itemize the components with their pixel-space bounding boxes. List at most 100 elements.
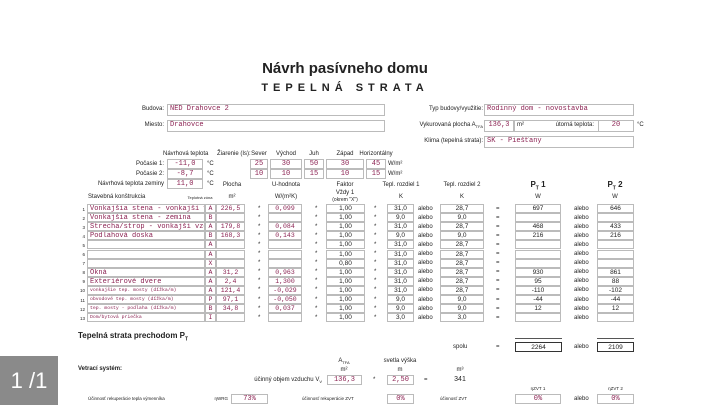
zone-field[interactable]: B	[205, 213, 216, 223]
u-value-field[interactable]	[268, 249, 302, 259]
factor-field[interactable]: 1,00	[326, 222, 365, 232]
area-field[interactable]: 179,8	[216, 222, 245, 232]
zvt2-field[interactable]: 0%	[597, 394, 634, 404]
factor-field[interactable]: 1,00	[326, 231, 365, 241]
zvt1-field[interactable]: 0%	[515, 394, 561, 404]
construction-name[interactable]: tep. mosty - podlaha (dĺžka/m)	[87, 304, 205, 314]
rad2-field[interactable]: 10	[326, 169, 364, 179]
times: *	[258, 269, 261, 276]
factor-field[interactable]: 1,00	[326, 267, 365, 277]
rad2-field[interactable]: 10	[270, 169, 302, 179]
construction-name[interactable]: Dom/bytová priečka	[87, 313, 205, 323]
row-number: 4	[82, 233, 85, 239]
rad1-field[interactable]: 30	[270, 159, 302, 169]
factor-field[interactable]: 1,00	[326, 295, 365, 305]
pt2-value	[597, 313, 634, 323]
zone-field[interactable]: P	[205, 295, 216, 305]
zone-field[interactable]: A	[205, 222, 216, 232]
zone-field[interactable]: B	[205, 231, 216, 241]
pocasie2-field[interactable]: -8,7	[167, 169, 203, 179]
area-field[interactable]	[216, 313, 245, 323]
construction-name[interactable]	[87, 240, 205, 250]
rad1-field[interactable]: 25	[250, 159, 268, 169]
miesto-field[interactable]: Drahovce	[167, 120, 385, 132]
klima-field[interactable]: SK - Piešťany	[484, 136, 634, 148]
rad2-field[interactable]: 15	[366, 169, 386, 179]
u-value-field[interactable]: -0,050	[268, 295, 302, 305]
plocha-unit: m²	[517, 122, 524, 128]
area-field[interactable]: 34,8	[216, 304, 245, 314]
u-value-field[interactable]	[268, 258, 302, 268]
rad2-field[interactable]: 10	[250, 169, 268, 179]
rad1-field[interactable]: 30	[326, 159, 364, 169]
zemina-field[interactable]: 11,0	[167, 179, 203, 189]
factor-field[interactable]: 1,00	[326, 213, 365, 223]
construction-name[interactable]	[87, 249, 205, 259]
u-value-field[interactable]	[268, 313, 302, 323]
pocasie1-field[interactable]: -11,0	[167, 159, 203, 169]
construction-name[interactable]: Strecha/strop - vonkajší vzd	[87, 222, 205, 232]
factor-field[interactable]: 1,00	[326, 285, 365, 295]
u-value-field[interactable]: 0,963	[268, 267, 302, 277]
eq: =	[496, 278, 500, 285]
u-value-field[interactable]: 1,300	[268, 276, 302, 286]
area-field[interactable]	[216, 240, 245, 250]
construction-name[interactable]: Okná	[87, 267, 205, 277]
rad1-field[interactable]: 50	[304, 159, 324, 169]
u-value-field[interactable]: 0,037	[268, 304, 302, 314]
eq: =	[496, 344, 500, 350]
zone-field[interactable]: A	[205, 240, 216, 250]
area-field[interactable]	[216, 249, 245, 259]
area-field[interactable]: 168,3	[216, 231, 245, 241]
col-t1: Tepl. rozdiel 1	[382, 182, 420, 188]
area-field[interactable]: 121,4	[216, 285, 245, 295]
rad1-field[interactable]: 45	[366, 159, 386, 169]
construction-name[interactable]: Podlahová doska	[87, 231, 205, 241]
area-field[interactable]: 226,5	[216, 204, 245, 214]
u-value-field[interactable]: 0,143	[268, 231, 302, 241]
factor-field[interactable]: 0,80	[326, 258, 365, 268]
u-value-field[interactable]	[268, 213, 302, 223]
rad2-field[interactable]: 15	[304, 169, 324, 179]
zone-field[interactable]: A	[205, 267, 216, 277]
zone-field[interactable]: A	[205, 249, 216, 259]
u-value-field[interactable]: -0,029	[268, 285, 302, 295]
row-number: 5	[82, 242, 85, 248]
area-field[interactable]	[216, 213, 245, 223]
budova-field[interactable]: NED Drahovce 2	[167, 104, 385, 116]
area-field[interactable]	[216, 258, 245, 268]
construction-name[interactable]: Vonkajšia stena - vonkajší v	[87, 204, 205, 214]
factor-field[interactable]: 1,00	[326, 204, 365, 214]
construction-name[interactable]: Exteriérové dvere	[87, 276, 205, 286]
construction-name[interactable]: obvodové tep. mosty (dĺžka/m)	[87, 295, 205, 305]
zone-field[interactable]: A	[205, 204, 216, 214]
factor-field[interactable]: 1,00	[326, 313, 365, 323]
pt1-value	[515, 240, 561, 250]
zone-field[interactable]: A	[205, 276, 216, 286]
row-number: 6	[82, 252, 85, 257]
factor-field[interactable]: 1,00	[326, 304, 365, 314]
zone-field[interactable]: I	[205, 313, 216, 323]
u-value-field[interactable]	[268, 240, 302, 250]
u-value-field[interactable]: 0,099	[268, 204, 302, 214]
teplota-field[interactable]: 20	[598, 120, 634, 132]
area-field[interactable]: 2,4	[216, 276, 245, 286]
vent-height-field[interactable]: 2,50	[387, 375, 414, 385]
construction-name[interactable]	[87, 258, 205, 268]
zone-field[interactable]: B	[205, 304, 216, 314]
area-field[interactable]: 97,1	[216, 295, 245, 305]
factor-field[interactable]: 1,00	[326, 276, 365, 286]
factor-field[interactable]: 1,00	[326, 240, 365, 250]
zvt-rek-field[interactable]: 0%	[387, 394, 414, 404]
factor-field[interactable]: 1,00	[326, 249, 365, 259]
plocha-field[interactable]: 136,3	[484, 120, 514, 132]
wrg-field[interactable]: 73%	[231, 394, 268, 404]
vent-area-field[interactable]: 136,3	[327, 375, 362, 385]
construction-name[interactable]: vonkajšie tep. mosty (dĺžka/m)	[87, 285, 205, 295]
area-field[interactable]: 31,2	[216, 267, 245, 277]
zone-field[interactable]: A	[205, 285, 216, 295]
typ-field[interactable]: Rodinný dom - novostavba	[484, 104, 634, 116]
u-value-field[interactable]: 0,084	[268, 222, 302, 232]
zone-field[interactable]: X	[205, 258, 216, 268]
construction-name[interactable]: Vonkajšia stena - zemina	[87, 213, 205, 223]
